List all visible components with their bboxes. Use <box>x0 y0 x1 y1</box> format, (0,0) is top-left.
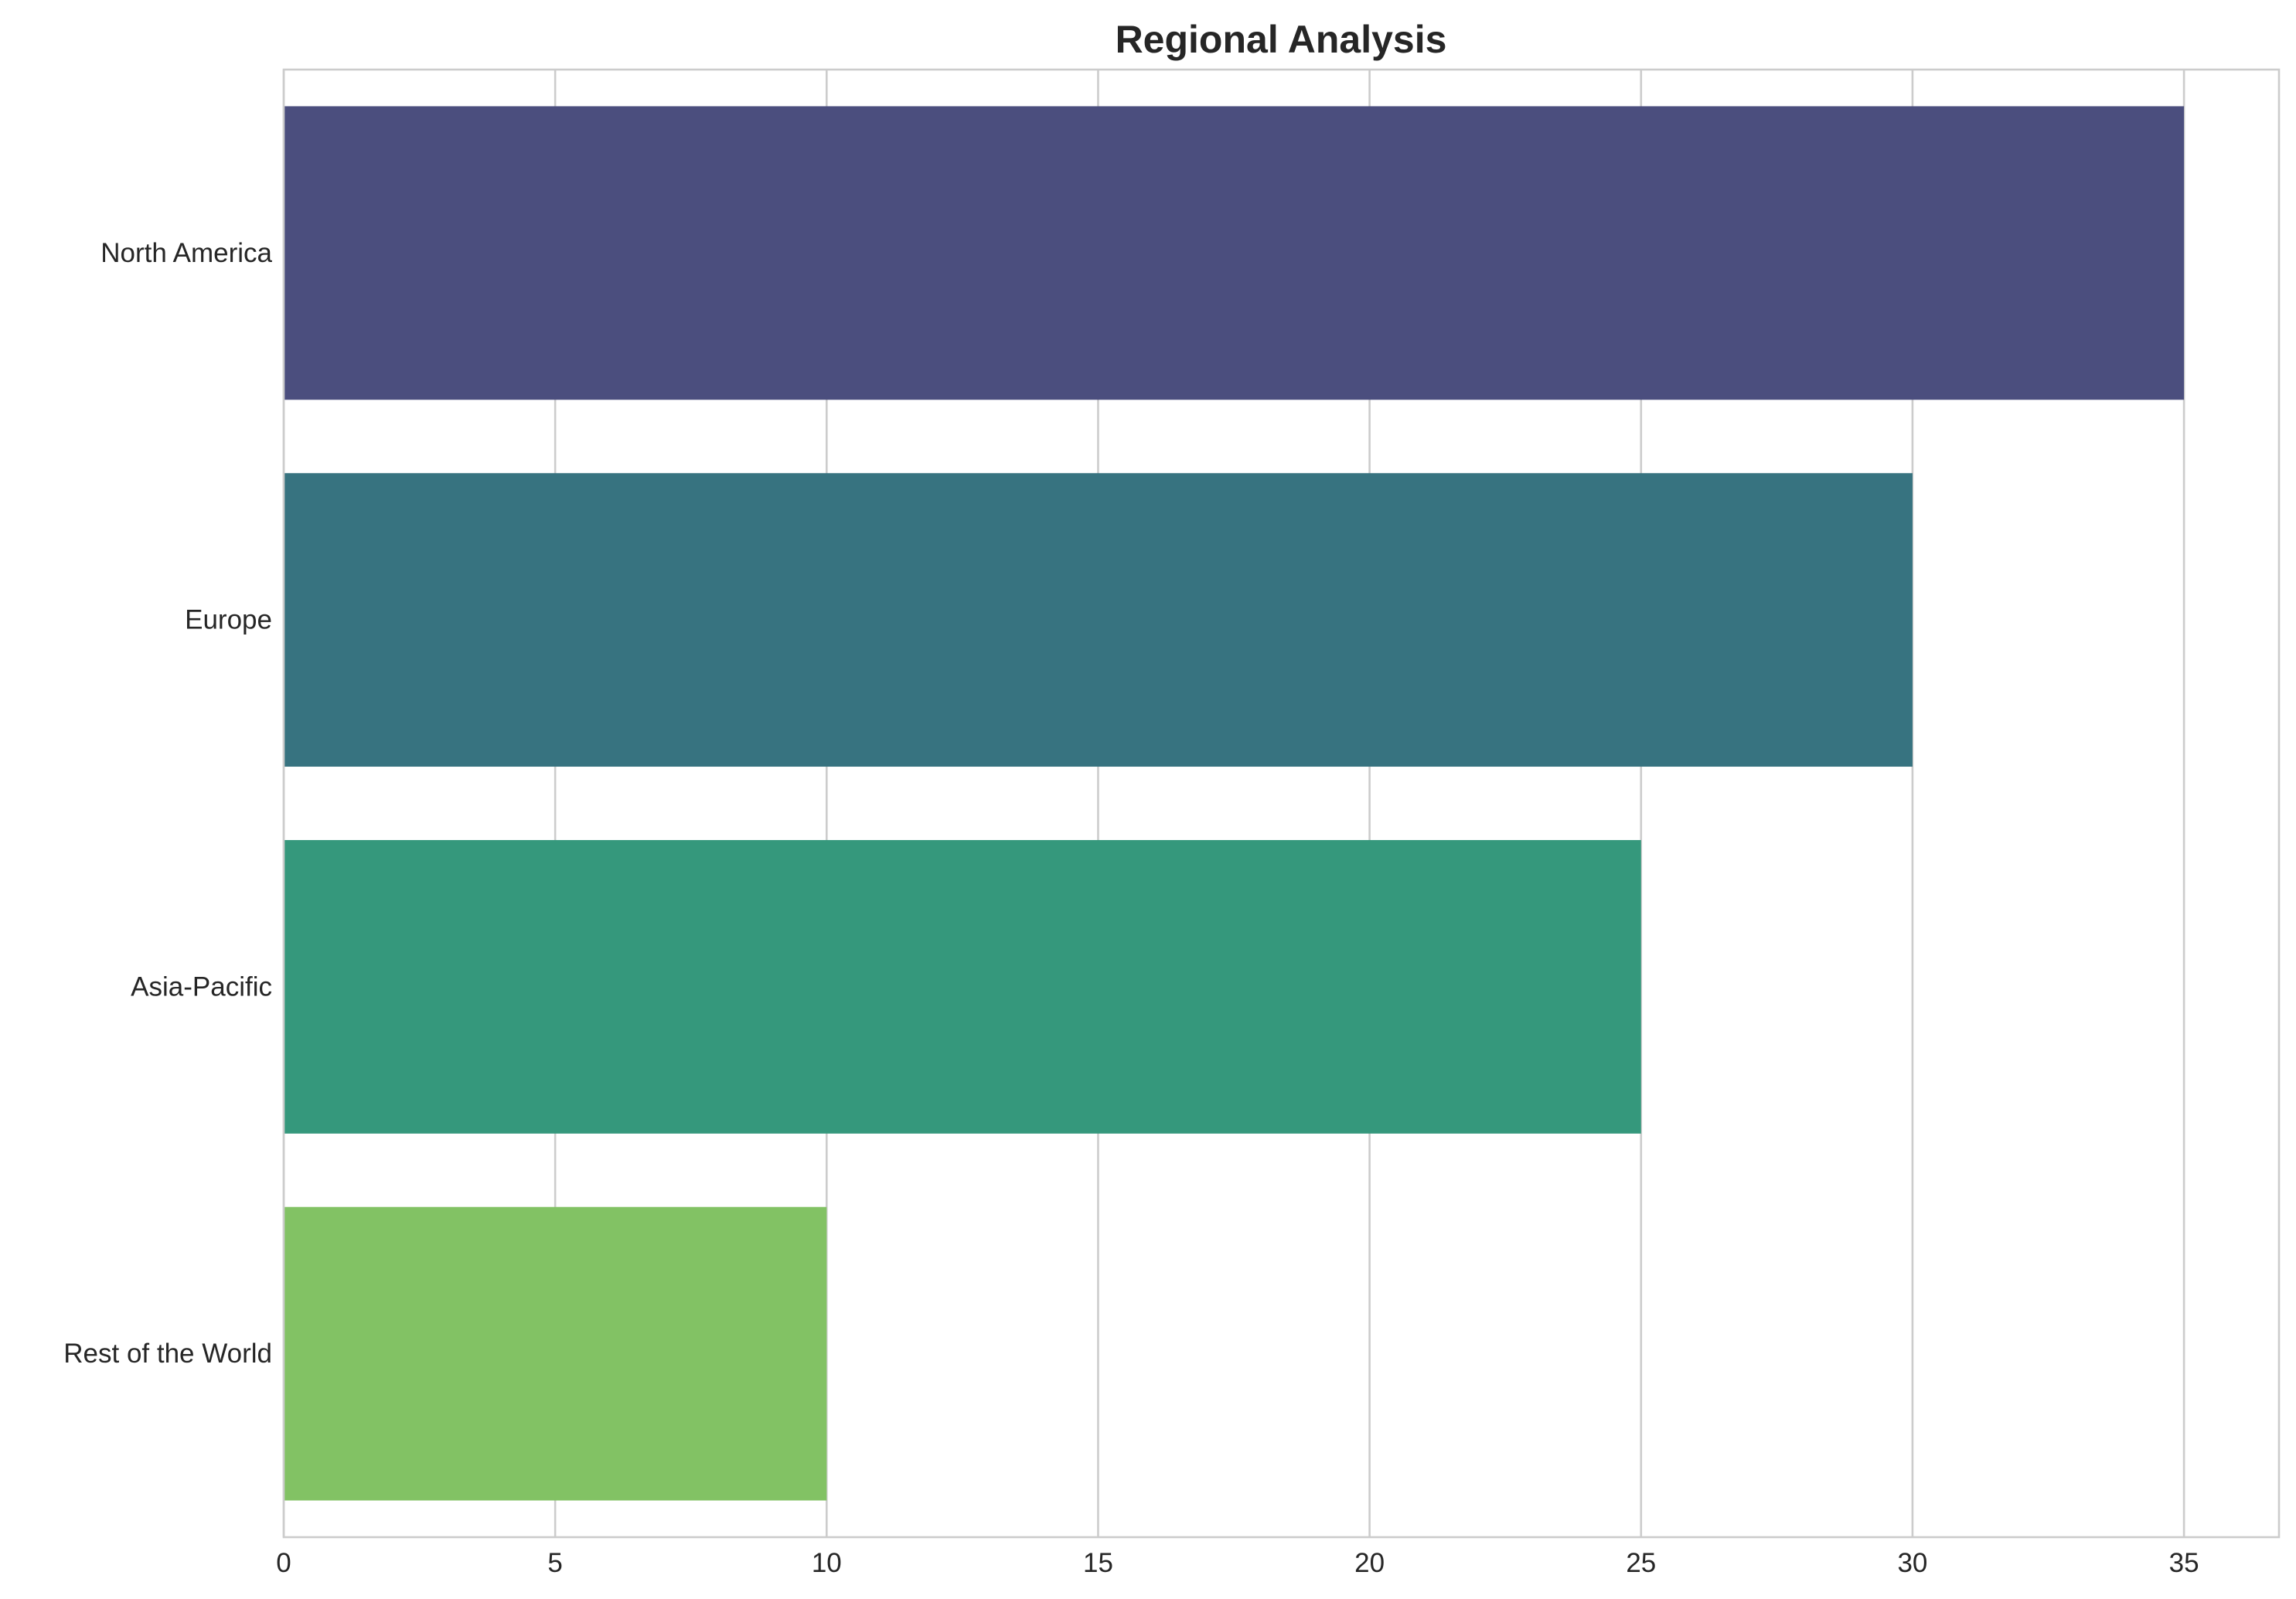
y-tick-label: Asia-Pacific <box>131 971 272 1002</box>
x-tick-label: 30 <box>1897 1548 1927 1578</box>
y-tick-label: Rest of the World <box>63 1339 272 1369</box>
x-tick-labels: 0 5 10 15 20 25 30 35 <box>276 1548 2199 1578</box>
bar-north-america <box>284 106 2185 400</box>
bars <box>284 106 2185 1501</box>
x-tick-label: 10 <box>812 1548 842 1578</box>
x-tick-label: 0 <box>276 1548 291 1578</box>
chart-title: Regional Analysis <box>1116 18 1447 61</box>
bar-europe <box>284 473 1913 767</box>
x-tick-label: 35 <box>2169 1548 2199 1578</box>
x-tick-label: 15 <box>1083 1548 1113 1578</box>
y-tick-labels: North America Europe Asia-Pacific Rest of t… <box>63 238 272 1369</box>
y-tick-label: Europe <box>185 605 272 635</box>
bar-rest-of-the-world <box>284 1206 827 1501</box>
x-tick-label: 20 <box>1354 1548 1385 1578</box>
x-tick-label: 25 <box>1626 1548 1656 1578</box>
plot-frame <box>282 68 2281 1539</box>
x-tick-label: 5 <box>547 1548 562 1578</box>
bar-asia-pacific <box>284 839 1641 1134</box>
y-tick-label: North America <box>100 238 272 268</box>
